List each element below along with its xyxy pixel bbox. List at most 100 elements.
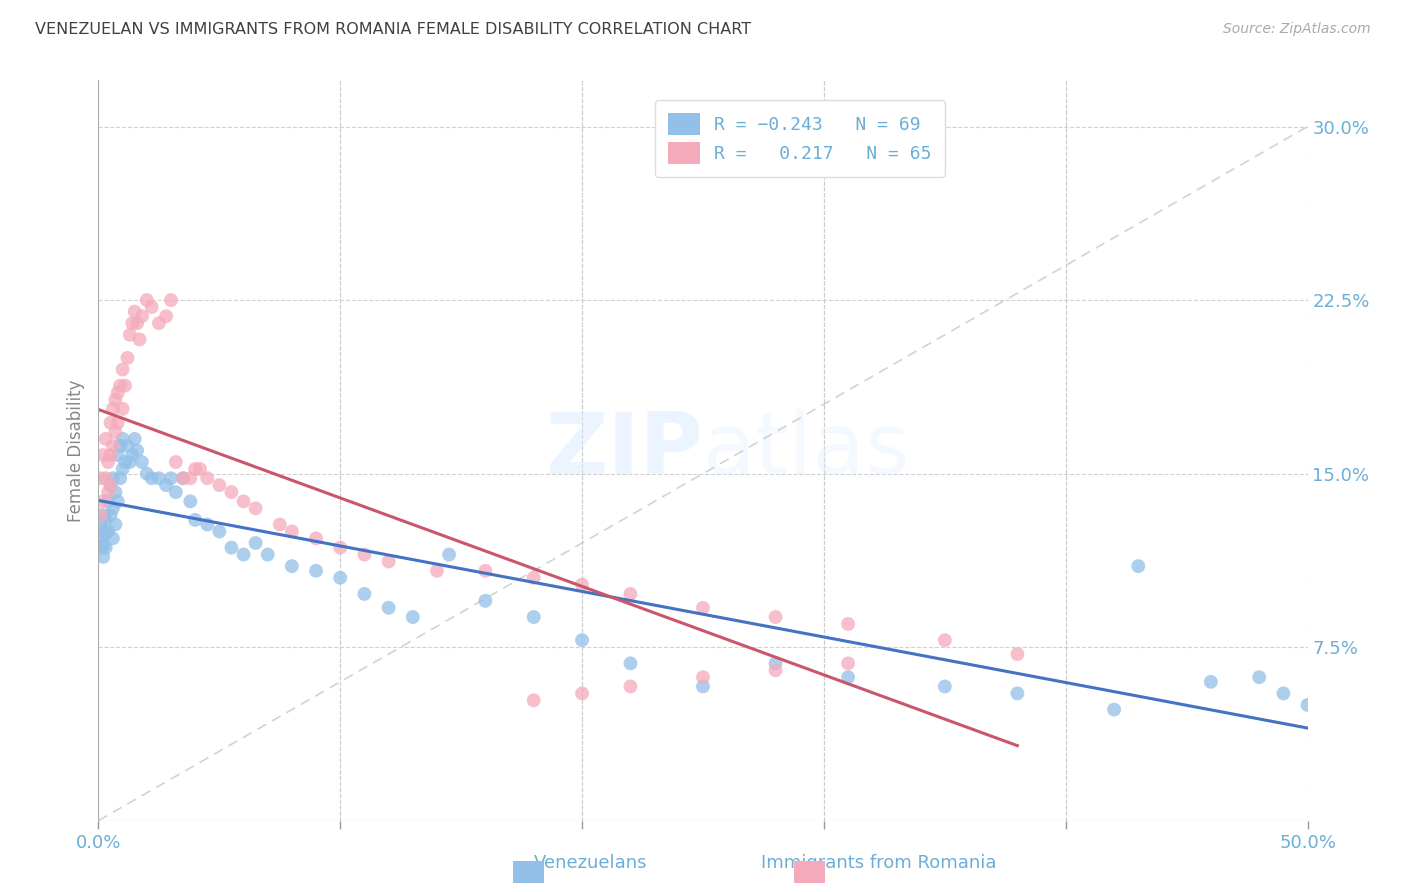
Point [104, 517, 127, 532]
Point [90, 517, 112, 532]
Point [474, 564, 496, 578]
Point [100, 478, 122, 492]
Point [104, 485, 127, 500]
Point [111, 462, 134, 476]
Point [101, 439, 124, 453]
Y-axis label: Female Disability: Female Disability [66, 379, 84, 522]
Point [94, 513, 117, 527]
Point [107, 385, 129, 400]
Point [90, 541, 112, 555]
Point [108, 378, 131, 392]
Point [437, 548, 460, 562]
Point [619, 657, 641, 671]
Point [118, 455, 141, 469]
Point [195, 471, 218, 485]
Point [91, 524, 114, 539]
Point [97, 455, 120, 469]
Text: atlas: atlas [703, 409, 911, 492]
Point [118, 327, 141, 342]
Point [131, 455, 153, 469]
Point [474, 594, 496, 608]
Point [91, 494, 114, 508]
Text: ZIP: ZIP [546, 409, 703, 492]
Point [117, 351, 139, 365]
Text: VENEZUELAN VS IMMIGRANTS FROM ROMANIA FEMALE DISABILITY CORRELATION CHART: VENEZUELAN VS IMMIGRANTS FROM ROMANIA FE… [35, 22, 751, 37]
Point [1128, 559, 1150, 574]
Point [1296, 698, 1319, 712]
Point [111, 362, 134, 376]
Point [101, 471, 124, 485]
Point [100, 448, 122, 462]
Point [94, 471, 117, 485]
Point [188, 462, 211, 476]
Point [281, 524, 304, 539]
Point [172, 471, 194, 485]
Point [692, 670, 714, 684]
Point [94, 432, 117, 446]
Point [91, 538, 114, 552]
Point [1249, 670, 1271, 684]
Point [100, 416, 122, 430]
Point [619, 587, 641, 601]
Point [692, 680, 714, 694]
Point [184, 462, 207, 476]
Point [269, 517, 291, 532]
Point [155, 478, 177, 492]
Point [97, 485, 120, 500]
Point [208, 524, 231, 539]
Point [117, 439, 139, 453]
Point [107, 494, 129, 508]
Point [135, 293, 157, 307]
Point [90, 471, 112, 485]
Point [523, 693, 546, 707]
Point [160, 293, 183, 307]
Point [208, 478, 231, 492]
Point [571, 633, 593, 648]
Point [127, 316, 149, 330]
Point [108, 471, 131, 485]
Point [837, 670, 859, 684]
Point [402, 610, 425, 624]
Point [195, 517, 218, 532]
Point [184, 513, 207, 527]
Point [114, 378, 136, 392]
Point [97, 524, 120, 539]
Point [94, 526, 117, 541]
Point [232, 548, 254, 562]
Text: Source: ZipAtlas.com: Source: ZipAtlas.com [1223, 22, 1371, 37]
Point [148, 316, 170, 330]
Legend: R = −0.243   N = 69, R =   0.217   N = 65: R = −0.243 N = 69, R = 0.217 N = 65 [655, 101, 945, 177]
Point [934, 680, 956, 694]
Point [155, 310, 177, 324]
Point [91, 448, 114, 462]
Point [121, 448, 143, 462]
Point [245, 501, 267, 516]
Point [571, 686, 593, 700]
Point [111, 401, 134, 416]
Point [104, 425, 127, 439]
Point [329, 571, 352, 585]
Point [329, 541, 352, 555]
Point [1007, 686, 1029, 700]
Point [108, 439, 131, 453]
Point [94, 541, 117, 555]
Text: Immigrants from Romania: Immigrants from Romania [761, 855, 997, 872]
Point [165, 455, 187, 469]
Point [353, 587, 375, 601]
Point [165, 485, 187, 500]
Point [221, 541, 243, 555]
Point [124, 432, 146, 446]
Point [523, 571, 546, 585]
Point [107, 416, 129, 430]
Point [571, 577, 593, 591]
Point [90, 508, 112, 523]
Point [90, 532, 112, 546]
Point [232, 494, 254, 508]
Point [765, 657, 787, 671]
Point [111, 432, 134, 446]
Point [114, 455, 136, 469]
Point [1199, 674, 1222, 689]
Point [765, 663, 787, 677]
Point [100, 478, 122, 492]
Point [179, 471, 201, 485]
